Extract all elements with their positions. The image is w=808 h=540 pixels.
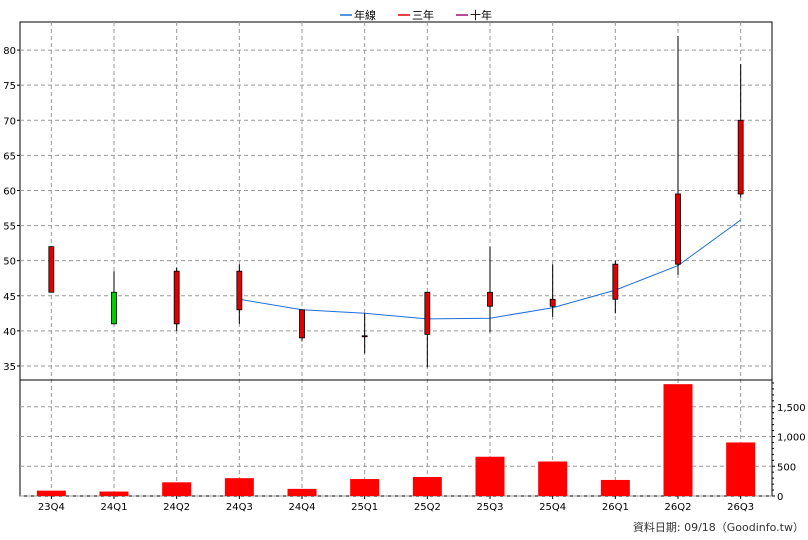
price-tick-label: 45 <box>3 292 16 303</box>
legend-item: 三年 <box>398 8 434 22</box>
price-tick-label: 35 <box>3 362 16 373</box>
volume-frame <box>19 379 773 497</box>
price-tick-label: 75 <box>3 81 16 92</box>
volume-bar-25Q2 <box>412 476 442 496</box>
candle-24Q3 <box>236 264 243 324</box>
price-tick-label: 55 <box>3 222 16 233</box>
volume-bar-26Q2 <box>663 384 693 496</box>
x-tick-label: 24Q4 <box>289 502 316 513</box>
x-axis: 23Q4 24Q1 24Q2 24Q3 24Q4 25Q1 25Q2 25Q3 25Q4 26Q1… <box>38 496 754 513</box>
legend-label: 三年 <box>412 8 434 22</box>
volume-tick-label: 1,500 <box>777 403 806 414</box>
candle-body <box>299 309 305 339</box>
x-tick-label: 25Q1 <box>351 502 378 513</box>
candle-25Q1 <box>361 313 368 354</box>
candle-body <box>424 291 431 335</box>
candle-body <box>48 246 55 293</box>
candle-body <box>737 119 744 195</box>
price-tick-label: 40 <box>3 327 16 338</box>
candle-25Q2 <box>424 291 431 368</box>
legend-item: 十年 <box>456 8 492 22</box>
x-tick-label: 24Q2 <box>163 502 190 513</box>
price-tick-label: 60 <box>3 186 16 197</box>
volume-tick-label: 0 <box>777 492 783 503</box>
x-tick-label: 26Q3 <box>727 502 754 513</box>
candle-24Q4 <box>299 309 305 342</box>
candle-body <box>612 263 619 300</box>
candle-25Q3 <box>487 246 493 333</box>
candle-24Q1 <box>111 271 117 325</box>
candle-26Q1 <box>612 260 619 314</box>
legend-label: 十年 <box>470 8 492 22</box>
price-panel: 35 40 45 50 55 60 65 70 75 80 <box>3 21 773 496</box>
x-tick-label: 23Q4 <box>38 502 65 513</box>
candle-body <box>111 291 117 325</box>
x-tick-label: 26Q1 <box>602 502 629 513</box>
volume-bar-26Q3 <box>726 442 756 496</box>
volume-panel: 0 500 1,000 1,500 <box>19 379 806 503</box>
candle-body <box>675 193 681 265</box>
legend: 年線 三年 十年 <box>340 8 492 22</box>
candle-23Q4 <box>48 246 55 293</box>
volume-bar-24Q1 <box>99 491 129 496</box>
x-tick-label: 25Q2 <box>414 502 441 513</box>
candle-body <box>236 270 243 311</box>
volume-bar-26Q1 <box>600 479 630 496</box>
candle-body <box>487 291 493 307</box>
candle-body <box>361 335 368 338</box>
x-tick-label: 24Q3 <box>226 502 253 513</box>
volume-bar-23Q4 <box>36 490 66 496</box>
volume-tick-label: 1,000 <box>777 433 806 444</box>
x-tick-label: 24Q1 <box>101 502 128 513</box>
candle-24Q2 <box>173 267 180 331</box>
x-tick-label: 25Q4 <box>539 502 566 513</box>
candle-26Q3 <box>737 64 744 198</box>
price-frame <box>19 21 773 381</box>
volume-bar-25Q1 <box>350 479 380 496</box>
price-tick-label: 65 <box>3 151 16 162</box>
data-date-footer: 資料日期: 09/18（Goodinfo.tw） <box>633 520 804 534</box>
volume-bar-24Q2 <box>162 482 192 496</box>
price-tick-label: 50 <box>3 257 16 268</box>
x-tick-label: 25Q3 <box>477 502 504 513</box>
candle-25Q4 <box>549 264 556 317</box>
candle-26Q2 <box>675 36 681 275</box>
x-tick-label: 26Q2 <box>665 502 692 513</box>
price-tick-label: 70 <box>3 116 16 127</box>
volume-bar-25Q3 <box>475 456 505 496</box>
candle-body <box>549 298 556 307</box>
volume-tick-label: 500 <box>777 462 796 473</box>
legend-label: 年線 <box>354 8 376 22</box>
volume-bar-24Q4 <box>287 488 317 496</box>
price-tick-label: 80 <box>3 46 16 57</box>
candle-body <box>173 270 180 325</box>
volume-bar-25Q4 <box>538 461 568 496</box>
volume-bar-24Q3 <box>224 478 254 496</box>
legend-item: 年線 <box>340 8 376 22</box>
